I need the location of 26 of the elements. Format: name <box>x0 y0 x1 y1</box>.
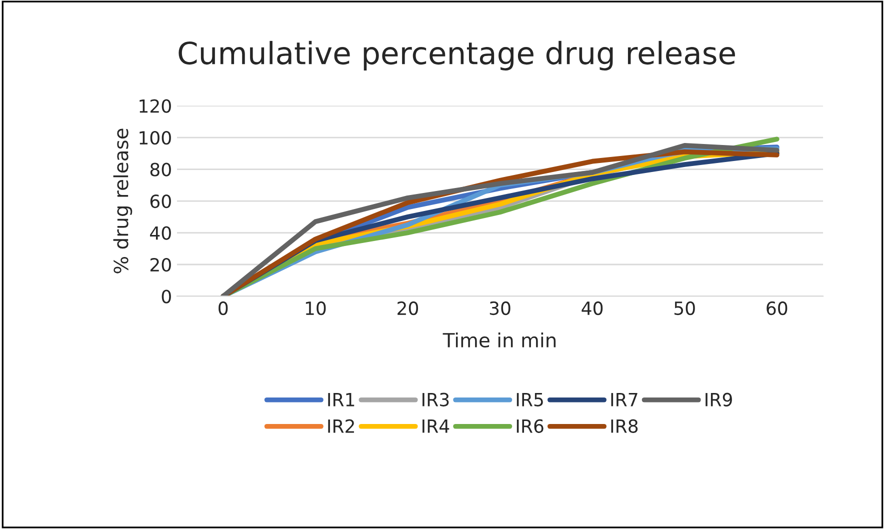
x-axis-title: Time in min <box>442 332 556 348</box>
y-tick-label: 20 <box>150 258 171 272</box>
y-tick-label: 60 <box>150 194 171 208</box>
legend-label: IR6 <box>516 419 544 433</box>
legend-label: IR3 <box>422 392 449 406</box>
legend-label: IR9 <box>706 392 732 406</box>
x-tick-label: 40 <box>582 301 603 316</box>
x-tick-label: 30 <box>490 301 510 316</box>
legend-label: IR4 <box>422 420 450 433</box>
legend-label: IR8 <box>611 419 638 433</box>
x-tick-label: 20 <box>398 301 418 316</box>
legend-label: IR2 <box>328 419 354 433</box>
y-tick-label: 40 <box>150 226 171 240</box>
legend-label: IR7 <box>611 393 638 406</box>
x-tick-label: 50 <box>674 301 695 316</box>
legend-label: IR1 <box>328 393 354 406</box>
y-tick-label: 120 <box>140 99 171 113</box>
y-tick-label: 80 <box>150 162 171 176</box>
y-tick-label: 0 <box>162 290 171 304</box>
y-tick-label: 100 <box>140 131 171 145</box>
x-tick-label: 60 <box>766 301 788 316</box>
x-tick-label: 0 <box>218 301 228 316</box>
legend-label: IR5 <box>516 393 543 406</box>
chart-title: Cumulative percentage drug release <box>178 40 735 70</box>
x-tick-label: 10 <box>306 301 326 316</box>
y-axis-title: % drug release <box>113 128 132 274</box>
